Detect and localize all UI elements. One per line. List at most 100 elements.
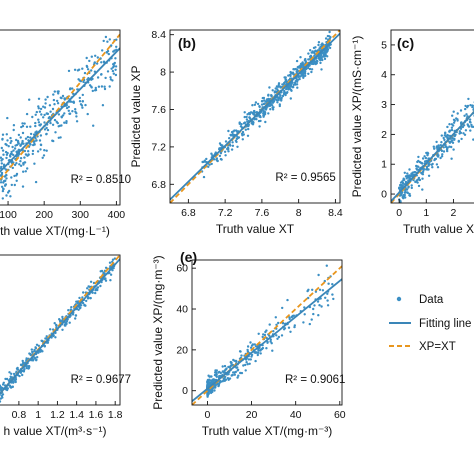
data-point <box>243 115 246 119</box>
data-point <box>262 96 266 100</box>
data-point <box>65 320 69 323</box>
data-point <box>232 371 235 374</box>
data-point <box>320 68 323 71</box>
data-point <box>423 155 426 158</box>
data-point <box>319 58 322 61</box>
data-point <box>232 358 235 362</box>
data-point <box>253 111 256 114</box>
data-point <box>417 184 421 188</box>
data-point <box>221 365 224 368</box>
data-point <box>38 123 41 127</box>
data-point <box>440 141 443 144</box>
data-point <box>111 258 115 261</box>
data-point <box>246 363 249 366</box>
y-tick-label: 40 <box>176 304 188 316</box>
data-point <box>296 86 299 89</box>
data-point <box>30 348 33 351</box>
x-tick-label: 200 <box>35 209 53 221</box>
data-point <box>285 79 288 82</box>
data-point <box>463 114 466 118</box>
data-point <box>287 326 291 329</box>
data-point <box>417 176 421 180</box>
data-point <box>459 127 463 130</box>
plot-frame-a <box>0 29 121 206</box>
data-point <box>100 73 103 76</box>
data-point <box>19 164 23 167</box>
data-point <box>274 316 277 319</box>
data-point <box>15 138 18 142</box>
data-point <box>114 65 118 68</box>
data-point <box>312 62 316 65</box>
data-point <box>271 108 275 111</box>
data-point <box>53 103 56 106</box>
data-point <box>12 380 15 384</box>
data-point <box>272 330 275 333</box>
data-point <box>0 386 3 389</box>
data-point <box>46 112 50 116</box>
r-squared-label-e: R² = 0.9061 <box>285 374 345 386</box>
data-point <box>224 378 228 381</box>
data-point <box>307 58 310 61</box>
x-tick-label: 0.8 <box>12 409 27 421</box>
data-point <box>469 121 472 124</box>
data-point <box>270 342 273 345</box>
data-point <box>421 157 425 160</box>
data-point <box>255 351 259 354</box>
data-point <box>404 196 407 199</box>
data-point <box>281 94 285 98</box>
data-point <box>244 128 247 131</box>
data-point <box>318 288 322 291</box>
data-point <box>283 92 287 96</box>
data-point <box>23 368 26 371</box>
data-point <box>81 100 85 103</box>
data-point <box>317 43 320 47</box>
data-point <box>43 106 47 109</box>
x-tick-label: 300 <box>72 209 90 221</box>
data-point <box>35 358 38 361</box>
data-point <box>49 121 52 125</box>
fit-line-a <box>0 47 120 174</box>
data-point <box>48 104 52 107</box>
data-point <box>224 368 227 371</box>
y-tick-label: 60 <box>176 263 188 275</box>
data-point <box>310 318 313 321</box>
data-point <box>33 162 36 165</box>
x-tick-label: 400 <box>108 209 126 221</box>
data-point <box>257 349 260 352</box>
x-tick-label: 1.6 <box>89 409 104 421</box>
data-point <box>327 282 330 285</box>
data-point <box>313 304 316 307</box>
data-point <box>86 287 89 290</box>
panel-a: 100 200 300 400 th value XT/(mg·L⁻¹) R² = 0.8… <box>0 29 131 238</box>
data-point <box>42 105 45 108</box>
data-point <box>4 183 8 186</box>
plot-frame-d <box>0 254 121 406</box>
data-point <box>61 94 65 98</box>
data-point <box>282 328 286 331</box>
data-point <box>77 78 80 81</box>
data-point <box>104 279 108 282</box>
data-point <box>23 122 26 125</box>
data-point <box>274 98 277 101</box>
data-point <box>8 189 11 193</box>
data-point <box>25 366 28 370</box>
r-squared-label-b: R² = 0.9565 <box>275 172 335 184</box>
data-point <box>408 194 411 197</box>
data-point <box>39 148 42 151</box>
data-point <box>326 55 329 58</box>
data-point <box>458 132 461 135</box>
data-point <box>108 38 112 41</box>
data-point <box>326 292 329 295</box>
data-point <box>21 363 25 366</box>
data-point <box>1 197 4 200</box>
data-point <box>250 355 253 358</box>
x-tick-label: 6.8 <box>181 207 196 219</box>
data-point <box>279 94 282 98</box>
data-point <box>14 378 18 381</box>
data-point <box>229 144 232 147</box>
data-point <box>402 197 405 200</box>
data-point <box>421 177 424 180</box>
data-point <box>245 118 249 121</box>
data-point <box>216 159 219 162</box>
data-point <box>100 85 104 88</box>
